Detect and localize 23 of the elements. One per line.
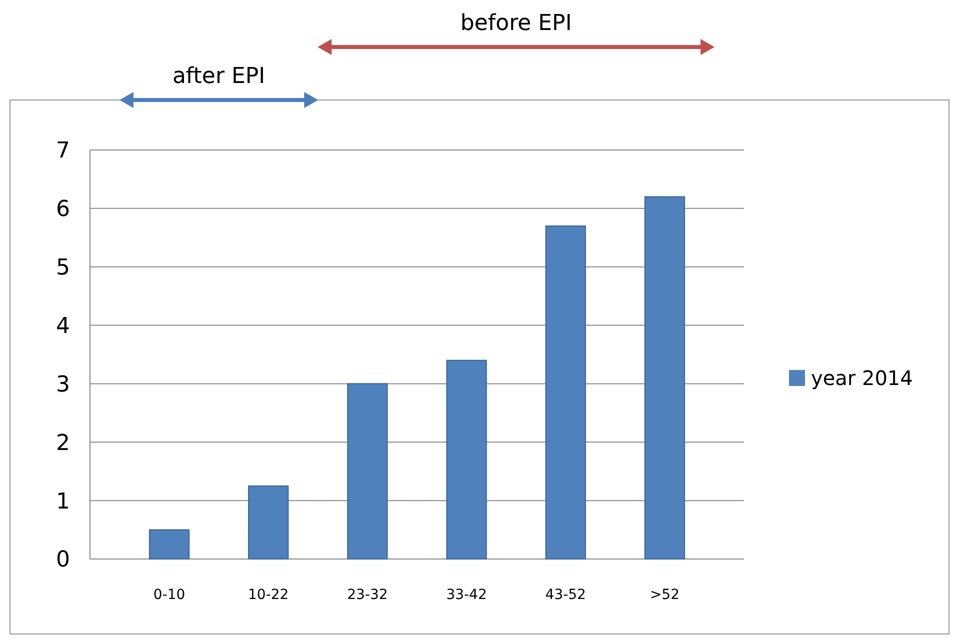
bar (644, 196, 686, 560)
y-tick-label: 3 (56, 372, 70, 398)
y-tick-label: 6 (56, 197, 70, 222)
y-tick-label: 2 (56, 430, 70, 456)
text: before EPI (460, 11, 572, 36)
y-tick-label: 5 (56, 256, 70, 281)
x-tick-label: 23-32 (347, 587, 388, 603)
bar (347, 383, 388, 560)
text: after EPI (172, 64, 266, 89)
y-tick-label: 0 (56, 548, 70, 573)
legend-label: year 2014 (811, 366, 913, 390)
bar (248, 485, 289, 560)
x-tick-label: 0-10 (153, 587, 186, 603)
bar (446, 360, 487, 560)
x-tick-label: >52 (650, 587, 680, 603)
y-tick-label: 7 (56, 138, 70, 164)
bar (148, 529, 190, 560)
y-tick-label: 1 (56, 489, 70, 514)
x-tick-label: 43-52 (545, 587, 586, 603)
bar (545, 225, 586, 560)
x-tick-label: 33-42 (446, 587, 487, 603)
y-tick-label: 4 (56, 314, 70, 339)
x-tick-label: 10-22 (248, 587, 289, 603)
